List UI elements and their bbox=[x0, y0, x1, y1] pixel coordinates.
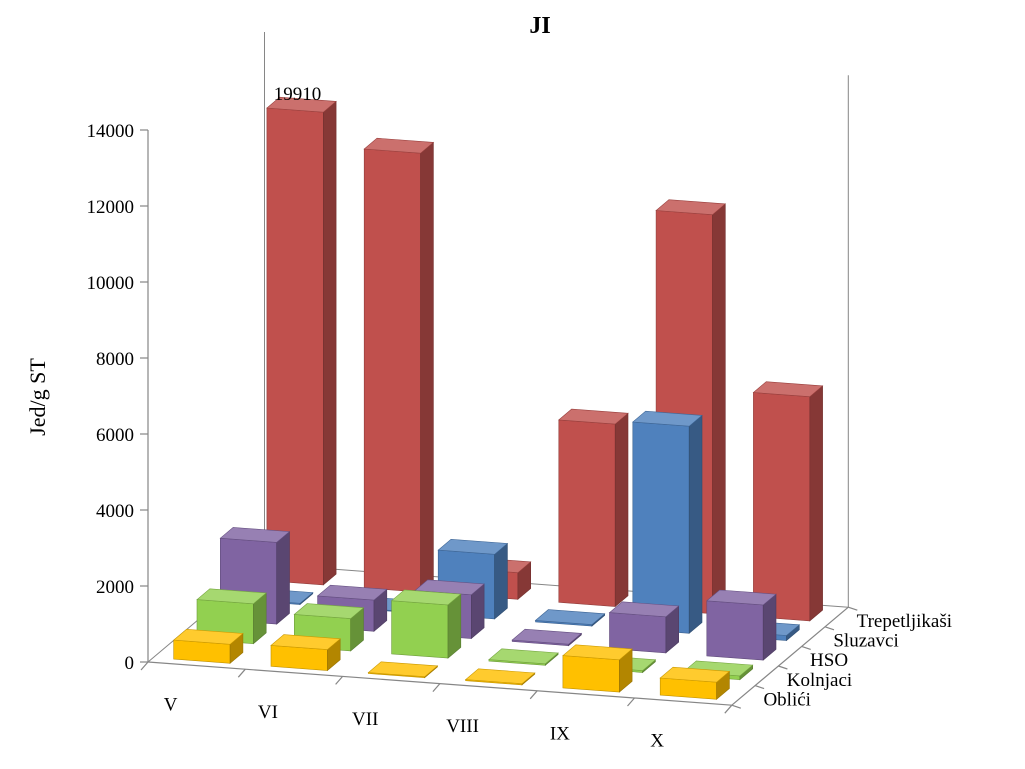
bar bbox=[270, 634, 341, 672]
bar bbox=[562, 644, 633, 693]
x-tick-mark bbox=[724, 704, 733, 714]
axes bbox=[140, 32, 858, 714]
y-tick-label: 0 bbox=[125, 653, 135, 674]
x-tick-label: V bbox=[164, 695, 178, 716]
x-tick-label: VIII bbox=[446, 716, 479, 737]
series-label: Oblići bbox=[763, 689, 811, 710]
depth-tick-mark bbox=[731, 704, 741, 709]
bar bbox=[367, 661, 439, 679]
y-axis-title: Jed/g ST bbox=[25, 358, 50, 436]
series-label: Kolnjaci bbox=[787, 670, 852, 691]
y-tick-label: 2000 bbox=[96, 577, 134, 598]
bar bbox=[608, 601, 680, 654]
x-tick-mark bbox=[140, 661, 149, 671]
bar bbox=[363, 137, 435, 593]
y-tick-label: 14000 bbox=[87, 121, 135, 142]
y-tick-label: 4000 bbox=[96, 501, 134, 522]
series-label: HSO bbox=[810, 650, 848, 671]
depth-tick-mark bbox=[801, 645, 811, 650]
x-tick-label: IX bbox=[550, 723, 570, 744]
x-tick-mark bbox=[335, 676, 344, 685]
series-label: Trepetljikaši bbox=[857, 611, 952, 632]
x-tick-label: X bbox=[650, 731, 664, 752]
depth-tick-mark bbox=[754, 685, 765, 690]
bar bbox=[752, 381, 824, 622]
data-label: 19910 bbox=[274, 84, 322, 105]
x-tick-mark bbox=[627, 697, 635, 707]
depth-tick-mark bbox=[824, 626, 835, 631]
x-tick-label: VI bbox=[258, 702, 278, 723]
bar bbox=[558, 408, 629, 608]
depth-axis-line bbox=[731, 606, 849, 706]
chart-title: JI bbox=[529, 13, 550, 39]
bar bbox=[632, 410, 703, 634]
x-tick-label: VII bbox=[352, 709, 378, 730]
y-tick-label: 12000 bbox=[87, 197, 135, 218]
x-tick-mark bbox=[237, 668, 246, 678]
bar bbox=[511, 628, 583, 647]
x-tick-mark bbox=[432, 683, 441, 692]
bar bbox=[534, 609, 606, 627]
bars bbox=[172, 96, 824, 700]
depth-tick-mark bbox=[848, 606, 858, 611]
bar bbox=[706, 589, 777, 661]
depth-tick-mark bbox=[778, 665, 788, 670]
series-label: Sluzavci bbox=[833, 631, 898, 652]
bar bbox=[659, 666, 731, 700]
bar bbox=[266, 96, 337, 586]
y-tick-label: 6000 bbox=[96, 425, 134, 446]
bar bbox=[464, 668, 536, 686]
bar bbox=[488, 648, 559, 666]
labels: 0 2000 4000 6000 8000 10000 12000 14000 V VI VII VI… bbox=[87, 84, 953, 752]
y-tick-label: 10000 bbox=[87, 273, 135, 294]
bar bbox=[390, 589, 462, 659]
y-tick-label: 8000 bbox=[96, 349, 134, 370]
x-tick-mark bbox=[529, 690, 538, 700]
bar bbox=[172, 628, 244, 664]
